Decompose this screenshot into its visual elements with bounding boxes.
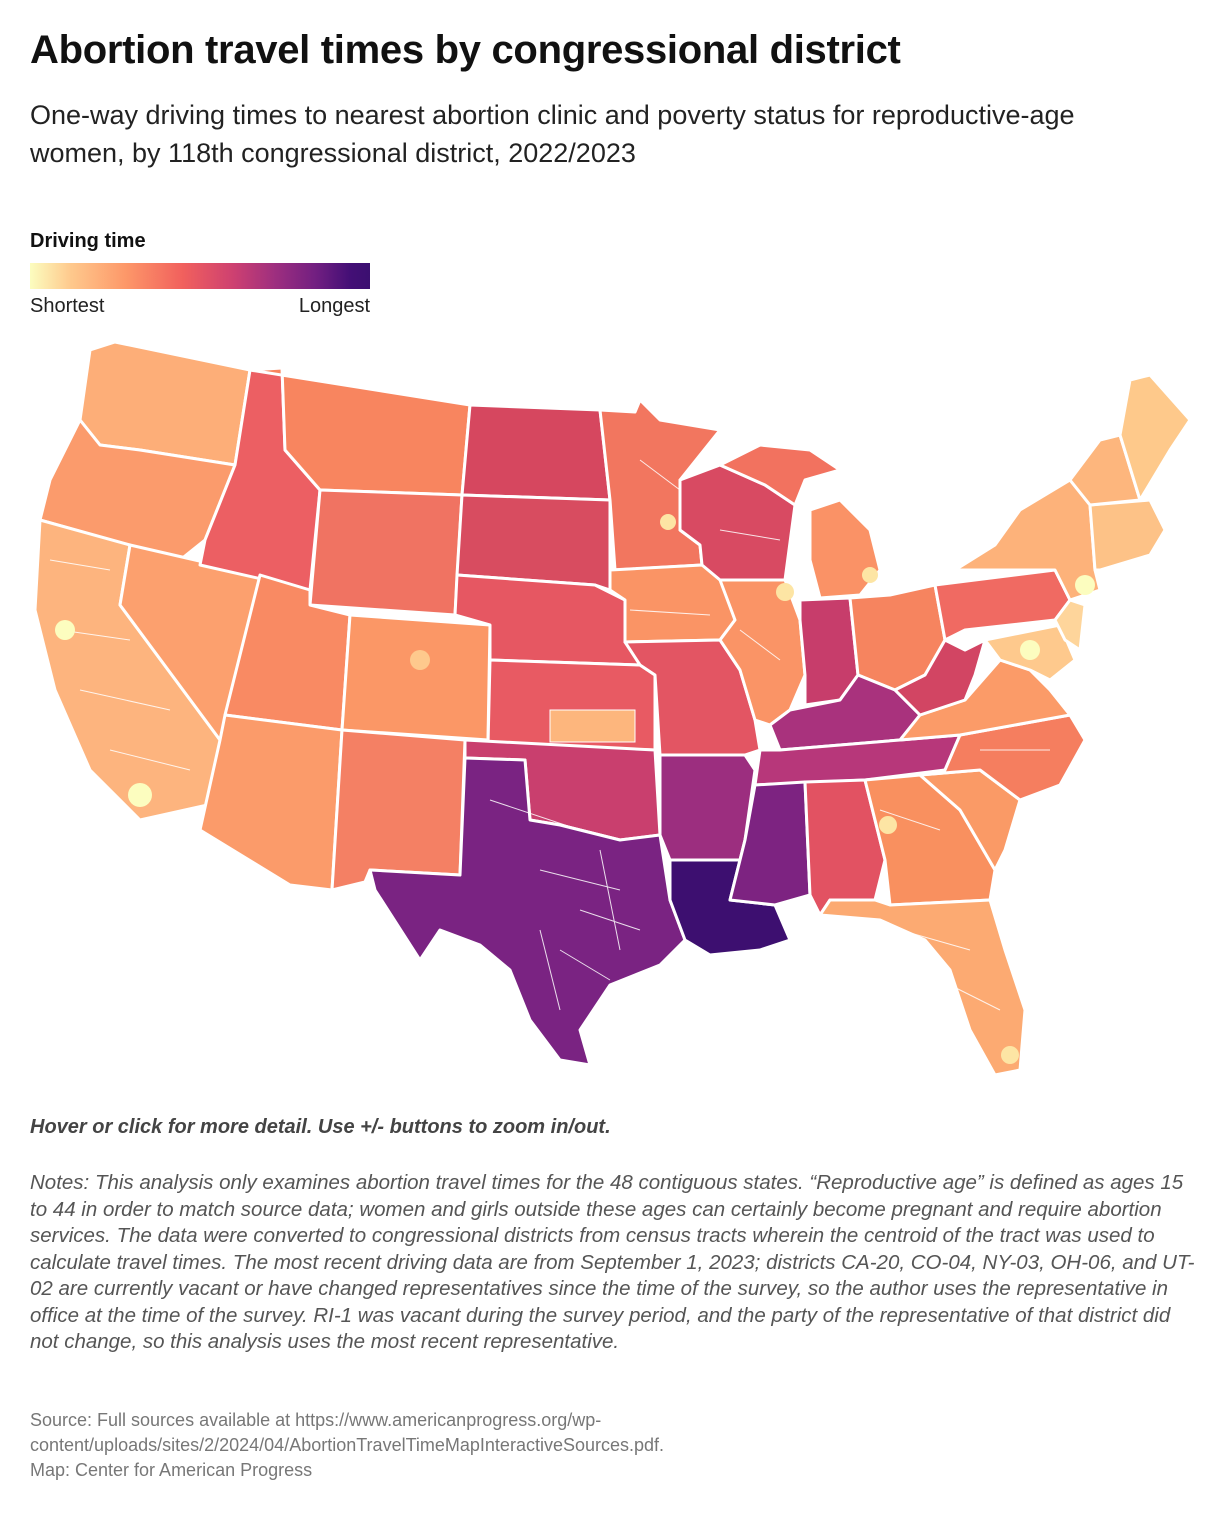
district-lines-midwest: [629, 459, 781, 661]
state-michigan[interactable]: [808, 498, 882, 600]
metro-los-angeles[interactable]: [128, 783, 152, 807]
metro-dc[interactable]: [1020, 640, 1040, 660]
notes: Notes: This analysis only examines abort…: [30, 1171, 1195, 1353]
metro-minneapolis[interactable]: [660, 514, 676, 530]
credit: Map: Center for American Progress: [30, 1460, 313, 1480]
state-new-england-south[interactable]: [1088, 498, 1167, 572]
state-wyoming[interactable]: [308, 488, 464, 617]
metro-new-york[interactable]: [1075, 575, 1095, 595]
legend-high-label: Longest: [298, 295, 370, 317]
metro-chicago[interactable]: [776, 583, 794, 601]
state-michigan-upper[interactable]: [718, 443, 842, 507]
us-district-map[interactable]: [20, 330, 1200, 1090]
state-new-mexico[interactable]: [330, 728, 467, 892]
region-southwest-kansas[interactable]: [549, 709, 636, 743]
interaction-hint: Hover or click for more detail. Use +/- …: [30, 1116, 611, 1138]
state-maine[interactable]: [1118, 373, 1192, 502]
state-arkansas[interactable]: [658, 753, 757, 862]
legend-low-label: Shortest: [30, 295, 105, 317]
state-new-jersey[interactable]: [1053, 598, 1087, 652]
state-north-dakota[interactable]: [460, 403, 612, 502]
legend-labels: Shortest Longest: [30, 295, 370, 318]
legend-title: Driving time: [30, 230, 146, 252]
metro-denver[interactable]: [410, 650, 430, 670]
district-lines-texas: [489, 799, 641, 1011]
metro-detroit[interactable]: [862, 567, 878, 583]
legend-color-scale: [30, 263, 370, 289]
metro-atlanta[interactable]: [879, 816, 897, 834]
district-lines-southeast: [879, 749, 1050, 1011]
source: Source: Full sources available at https:…: [30, 1410, 665, 1455]
chart-title: Abortion travel times by congressional d…: [30, 28, 901, 72]
metro-miami[interactable]: [1001, 1046, 1019, 1064]
metro-bay-area[interactable]: [55, 620, 75, 640]
district-lines-california: [49, 559, 191, 771]
state-florida[interactable]: [818, 898, 1027, 1077]
state-colorado[interactable]: [340, 613, 492, 742]
chart-subtitle: One-way driving times to nearest abortio…: [30, 100, 1075, 168]
state-arizona[interactable]: [198, 713, 344, 892]
legend: Driving time Shortest Longest: [30, 230, 370, 318]
state-texas[interactable]: [368, 756, 687, 1067]
